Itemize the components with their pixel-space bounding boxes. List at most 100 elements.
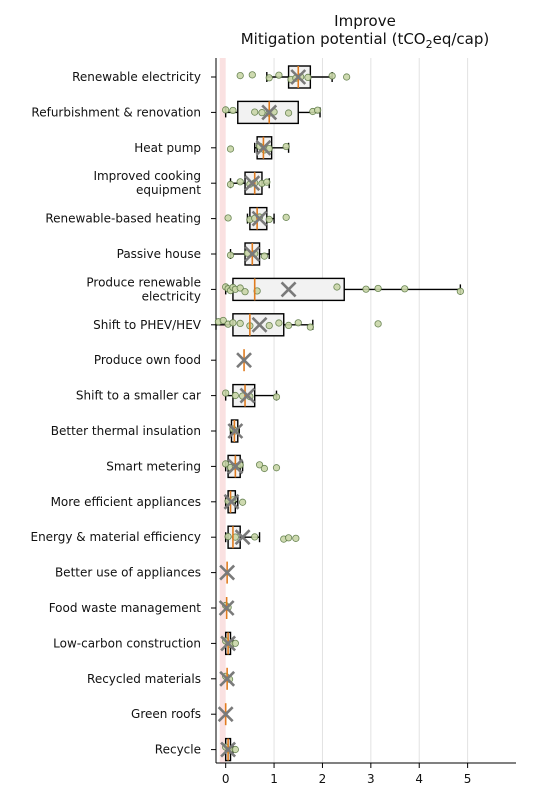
mean-marker-b bbox=[251, 316, 268, 333]
data-point bbox=[284, 321, 293, 329]
data-point bbox=[236, 178, 244, 186]
category-label-line: Shift to PHEV/HEV bbox=[93, 318, 202, 332]
category-label-line: Passive house bbox=[117, 247, 201, 261]
data-point bbox=[226, 251, 235, 259]
mean-marker-b bbox=[218, 600, 235, 616]
category-label-line: More efficient appliances bbox=[51, 495, 201, 509]
data-point bbox=[374, 320, 382, 328]
data-point bbox=[260, 464, 268, 473]
category-label-line: Recycled materials bbox=[87, 672, 201, 686]
data-point bbox=[236, 319, 244, 327]
data-point bbox=[224, 214, 232, 222]
category-label: Better use of appliances bbox=[55, 566, 201, 580]
chart-title-main: Mitigation potential (tCO bbox=[241, 30, 426, 48]
category-label: Food waste management bbox=[49, 601, 202, 615]
category-label-line: equipment bbox=[136, 183, 201, 197]
mean-marker-b bbox=[261, 104, 278, 121]
category-label: Produce renewable electricity bbox=[86, 275, 201, 303]
data-point bbox=[222, 460, 230, 468]
category-label: Low-carbon construction bbox=[53, 636, 201, 650]
data-point bbox=[456, 287, 464, 295]
data-point bbox=[231, 391, 239, 400]
data-point bbox=[294, 319, 302, 327]
category-label-line: Recycle bbox=[155, 743, 201, 757]
data-point bbox=[236, 284, 244, 292]
mean-marker-b bbox=[217, 706, 234, 723]
category-label-line: Produce renewable bbox=[86, 275, 201, 289]
mean-marker-b bbox=[244, 246, 261, 262]
data-point bbox=[219, 316, 227, 325]
category-label-line: Better thermal insulation bbox=[51, 424, 201, 438]
data-point bbox=[236, 72, 244, 80]
x-tick-label: 2 bbox=[319, 772, 327, 786]
data-point bbox=[314, 106, 322, 114]
mean-marker-b bbox=[223, 493, 240, 510]
category-label: Produce own food bbox=[94, 353, 201, 367]
x-tick-label: 5 bbox=[464, 772, 472, 786]
category-label-line: electricity bbox=[142, 289, 201, 303]
category-label: Shift to a smaller car bbox=[76, 389, 201, 403]
data-point bbox=[231, 639, 239, 647]
mean-marker-b bbox=[255, 139, 272, 156]
data-point bbox=[258, 109, 266, 117]
chart-title-line2: Mitigation potential (tCO2eq/cap) bbox=[241, 30, 490, 51]
category-label: Recycle bbox=[155, 743, 201, 757]
category-label-line: Shift to a smaller car bbox=[76, 389, 201, 403]
chart-title-unit: eq/cap) bbox=[433, 30, 490, 48]
data-point bbox=[255, 461, 264, 469]
category-label-line: Low-carbon construction bbox=[53, 636, 201, 650]
chart-title-subscript: 2 bbox=[426, 38, 433, 51]
data-point bbox=[251, 108, 259, 116]
data-point bbox=[226, 180, 235, 188]
category-label: Smart metering bbox=[106, 459, 201, 473]
data-point bbox=[272, 393, 281, 401]
category-label: Improved cooking equipment bbox=[93, 169, 201, 197]
category-label-line: Renewable-based heating bbox=[45, 212, 201, 226]
chart-title-line1: Improve bbox=[334, 12, 396, 30]
data-point bbox=[304, 73, 312, 82]
data-point bbox=[275, 319, 283, 327]
category-label-line: Refurbishment & renovation bbox=[31, 105, 201, 119]
category-label: Renewable electricity bbox=[72, 70, 201, 84]
data-point bbox=[284, 109, 293, 117]
category-label-line: Green roofs bbox=[131, 707, 201, 721]
category-label-line: Heat pump bbox=[134, 141, 201, 155]
category-label: Energy & material efficiency bbox=[30, 530, 201, 544]
data-point bbox=[263, 178, 271, 186]
mean-marker-b bbox=[236, 352, 252, 369]
data-point bbox=[333, 283, 341, 291]
category-label: Green roofs bbox=[131, 707, 201, 721]
mean-marker-b bbox=[239, 387, 256, 404]
category-label: Recycled materials bbox=[87, 672, 201, 686]
category-label-line: Energy & material efficiency bbox=[30, 530, 201, 544]
x-tick-label: 4 bbox=[415, 772, 423, 786]
mean-marker-b bbox=[219, 564, 236, 581]
mean-marker-b bbox=[244, 175, 261, 192]
category-label-line: Food waste management bbox=[49, 601, 202, 615]
data-point bbox=[401, 285, 409, 293]
data-point bbox=[343, 73, 351, 81]
data-point bbox=[251, 533, 259, 541]
category-label: More efficient appliances bbox=[51, 495, 201, 509]
data-point bbox=[374, 284, 382, 293]
data-point bbox=[265, 215, 273, 223]
data-point bbox=[239, 498, 247, 506]
mean-marker-b bbox=[234, 529, 251, 546]
zero-reference-band bbox=[219, 58, 226, 763]
category-label: Heat pump bbox=[134, 141, 201, 155]
data-point bbox=[229, 319, 237, 327]
data-point bbox=[265, 74, 273, 82]
mean-marker-b bbox=[280, 281, 297, 298]
data-point bbox=[222, 389, 230, 397]
data-point bbox=[248, 71, 256, 79]
category-label: Refurbishment & renovation bbox=[31, 105, 201, 119]
mean-marker-b bbox=[220, 741, 237, 758]
data-point bbox=[222, 106, 230, 114]
mean-marker-b bbox=[251, 210, 268, 227]
mean-marker-b bbox=[220, 635, 237, 652]
mean-marker-b bbox=[290, 69, 307, 85]
x-tick-label: 1 bbox=[270, 772, 278, 786]
data-point bbox=[272, 464, 281, 472]
data-point bbox=[229, 106, 237, 115]
